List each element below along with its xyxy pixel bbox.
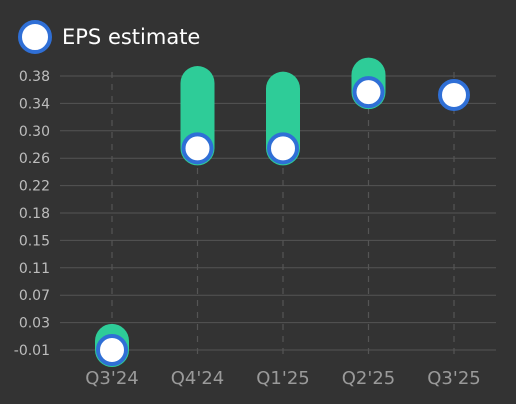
y-tick-label: -0.01 xyxy=(14,343,50,359)
y-tick-label: 0.07 xyxy=(19,288,50,304)
eps-estimate-point xyxy=(181,132,214,165)
x-tick-label: Q3'24 xyxy=(85,368,138,389)
circle-marker-icon xyxy=(18,20,52,54)
x-tick-label: Q4'24 xyxy=(171,368,224,389)
y-tick-label: 0.03 xyxy=(19,316,50,332)
eps-estimate-point xyxy=(352,76,385,109)
x-tick-label: Q3'25 xyxy=(427,368,480,389)
x-tick-label: Q2'25 xyxy=(342,368,395,389)
legend: EPS estimate xyxy=(18,19,200,55)
eps-estimate-point xyxy=(438,78,470,111)
y-tick-label: 0.11 xyxy=(19,261,50,277)
y-tick-label: 0.38 xyxy=(19,69,50,85)
eps-estimate-point xyxy=(267,132,299,165)
y-tick-label: 0.22 xyxy=(19,179,50,195)
legend-label: EPS estimate xyxy=(62,25,201,49)
eps-estimate-point xyxy=(96,334,128,366)
y-tick-label: 0.26 xyxy=(19,151,50,167)
y-tick-label: 0.15 xyxy=(19,233,50,249)
y-tick-label: 0.30 xyxy=(19,124,50,140)
x-tick-label: Q1'25 xyxy=(256,368,309,389)
y-tick-label: 0.34 xyxy=(19,96,50,112)
y-tick-label: 0.18 xyxy=(19,206,50,222)
